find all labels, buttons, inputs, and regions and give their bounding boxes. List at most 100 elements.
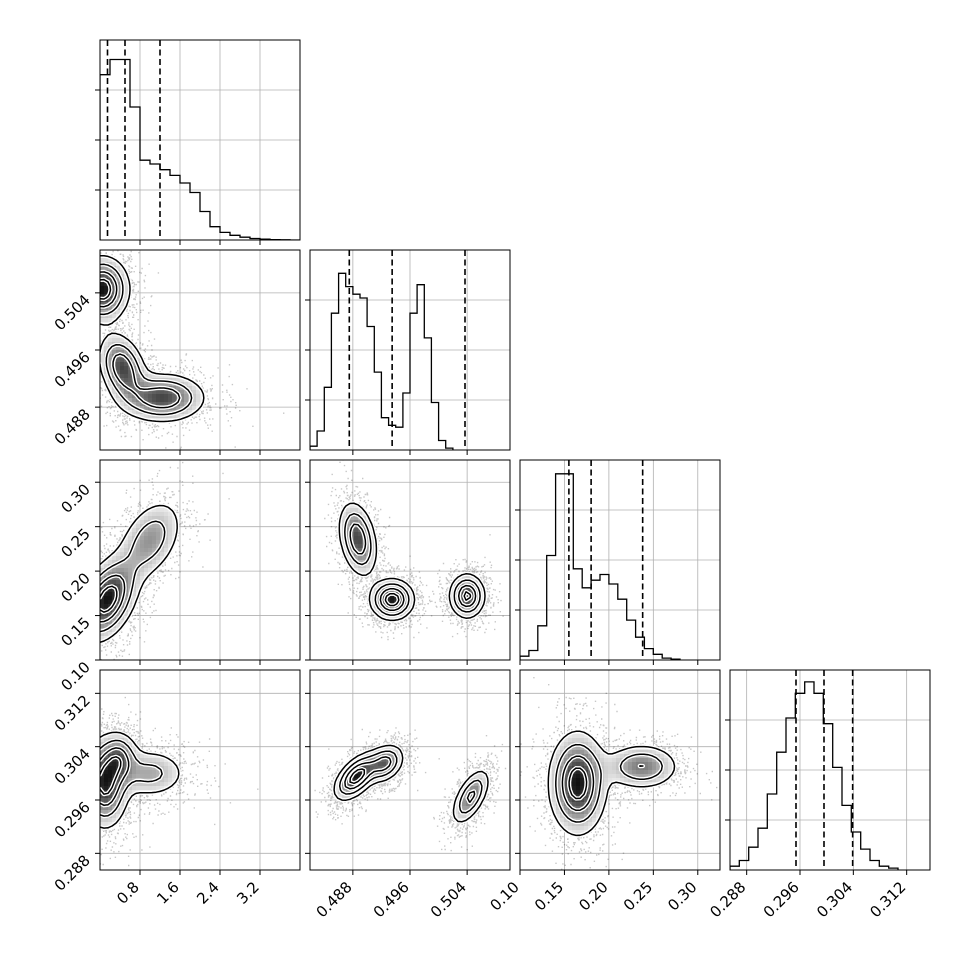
hist2d-cell bbox=[564, 742, 569, 747]
hist2d-cell bbox=[366, 564, 371, 569]
hist2d-cell bbox=[576, 774, 581, 779]
hist2d-cell bbox=[124, 286, 129, 291]
hist2d-cell bbox=[164, 524, 169, 529]
hist2d-cell bbox=[382, 770, 387, 775]
hist2d-cell bbox=[136, 786, 141, 791]
hist2d-cell bbox=[552, 798, 557, 803]
hist2d-cell bbox=[120, 616, 125, 621]
hist2d-cell bbox=[120, 350, 125, 355]
hist2d-cell bbox=[450, 596, 455, 601]
hist2d-cell bbox=[148, 406, 153, 411]
hist2d-cell bbox=[156, 770, 161, 775]
hist2d-cell bbox=[584, 734, 589, 739]
hist2d-cell bbox=[112, 734, 117, 739]
hist2d-cell bbox=[104, 604, 109, 609]
hist2d-cell bbox=[564, 790, 569, 795]
hist2d-cell bbox=[160, 402, 165, 407]
hist2d-cell bbox=[560, 798, 565, 803]
panel-frame bbox=[99, 459, 301, 661]
hist2d-cell bbox=[100, 738, 105, 743]
hist2d-cell bbox=[584, 762, 589, 767]
hist2d-cell bbox=[104, 738, 109, 743]
hist2d-cell bbox=[180, 390, 185, 395]
hist2d-cell bbox=[112, 314, 117, 319]
hist2d-cell bbox=[152, 390, 157, 395]
hist2d-cell bbox=[168, 770, 173, 775]
hist2d-cell bbox=[572, 734, 577, 739]
contour-line bbox=[555, 743, 663, 823]
hist2d-cell bbox=[592, 746, 597, 751]
hist2d-cell bbox=[124, 798, 129, 803]
hist2d-cell bbox=[160, 410, 165, 415]
hist2d-cell bbox=[152, 564, 157, 569]
hist2d-cell bbox=[648, 750, 653, 755]
hist2d-cell bbox=[148, 548, 153, 553]
hist2d-cell bbox=[192, 394, 197, 399]
hist2d-cell bbox=[596, 778, 601, 783]
hist2d-cell bbox=[108, 778, 113, 783]
hist2d-cell bbox=[140, 766, 145, 771]
hist2d-cell bbox=[462, 612, 467, 617]
hist2d-cell bbox=[172, 774, 177, 779]
hist2d-cell bbox=[176, 386, 181, 391]
contour-line bbox=[100, 574, 126, 623]
hist2d-cell bbox=[164, 544, 169, 549]
hist2d-cell bbox=[168, 520, 173, 525]
hist2d-cell bbox=[120, 552, 125, 557]
hist2d-cell bbox=[580, 814, 585, 819]
hist2d-cell bbox=[112, 774, 117, 779]
hist2d-cell bbox=[116, 794, 121, 799]
hist2d-cell bbox=[136, 556, 141, 561]
hist2d-cell bbox=[362, 564, 367, 569]
hist2d-cell bbox=[470, 802, 475, 807]
hist2d-cell bbox=[140, 532, 145, 537]
hist2d-cell bbox=[108, 338, 113, 343]
hist2d-cell bbox=[378, 604, 383, 609]
hist2d-cell bbox=[588, 778, 593, 783]
hist2d-cell bbox=[128, 374, 133, 379]
hist2d-cell bbox=[482, 774, 487, 779]
hist2d-cell bbox=[116, 338, 121, 343]
hist2d-cell bbox=[100, 290, 105, 295]
hist2d-cell bbox=[124, 370, 129, 375]
hist2d-cell bbox=[120, 584, 125, 589]
hist2d-cell bbox=[120, 742, 125, 747]
hist2d-cell bbox=[370, 556, 375, 561]
hist2d-cell bbox=[144, 556, 149, 561]
hist2d-cell bbox=[136, 402, 141, 407]
hist2d-cell bbox=[406, 608, 411, 613]
hist2d-cell bbox=[144, 512, 149, 517]
hist2d-cell bbox=[136, 410, 141, 415]
hist2d-cell bbox=[600, 802, 605, 807]
hist2d-cell bbox=[144, 516, 149, 521]
hist2d-cell bbox=[124, 540, 129, 545]
hist2d-cell bbox=[116, 556, 121, 561]
hist2d-cell bbox=[564, 738, 569, 743]
hist2d-cell bbox=[374, 584, 379, 589]
hist2d-cell bbox=[136, 548, 141, 553]
hist2d-cell bbox=[116, 358, 121, 363]
hist2d-cell bbox=[124, 282, 129, 287]
panel-body bbox=[100, 670, 300, 870]
histogram-step bbox=[730, 681, 899, 870]
contour-line bbox=[100, 278, 112, 300]
hist2d-cell bbox=[140, 774, 145, 779]
hist2d-cell bbox=[112, 568, 117, 573]
hist2d-cell bbox=[148, 568, 153, 573]
hist2d-cell bbox=[116, 584, 121, 589]
hist2d-cell bbox=[120, 544, 125, 549]
hist2d-cell bbox=[620, 754, 625, 759]
hist2d-cell bbox=[132, 402, 137, 407]
hist2d-cell bbox=[374, 766, 379, 771]
hist2d-cell bbox=[100, 762, 105, 767]
hist2d-cell bbox=[164, 758, 169, 763]
hist2d-cell bbox=[648, 766, 653, 771]
hist2d-cell bbox=[124, 402, 129, 407]
hist2d-cell bbox=[124, 794, 129, 799]
hist2d-cell bbox=[156, 528, 161, 533]
contour-line bbox=[100, 271, 181, 409]
hist2d-cell bbox=[136, 378, 141, 383]
hist2d-cell bbox=[152, 374, 157, 379]
hist2d-cell bbox=[124, 592, 129, 597]
hist2d-cell bbox=[140, 536, 145, 541]
